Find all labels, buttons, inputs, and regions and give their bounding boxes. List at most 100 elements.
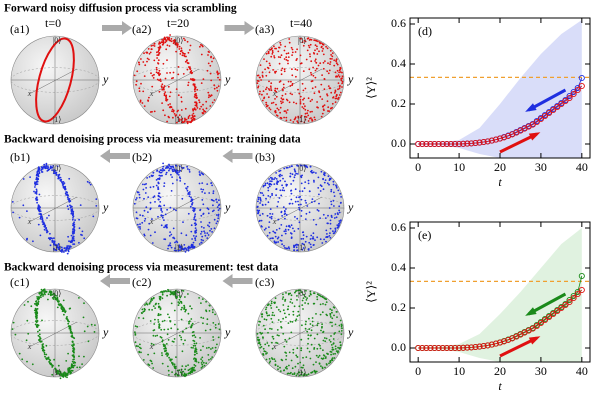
state-dot <box>330 54 332 56</box>
state-dot <box>335 62 338 65</box>
state-dot <box>285 214 288 216</box>
state-dot <box>305 289 307 292</box>
state-dot <box>263 58 265 60</box>
state-dot <box>200 316 203 319</box>
state-dot <box>42 343 44 345</box>
state-dot <box>53 247 55 250</box>
label-top: |0⟩ <box>298 289 307 298</box>
state-dot <box>190 307 193 310</box>
state-dot <box>300 215 303 217</box>
state-dot <box>279 56 282 59</box>
state-dot <box>46 231 48 234</box>
state-dot <box>281 298 284 300</box>
state-dot <box>309 111 312 113</box>
state-dot <box>163 328 166 331</box>
state-dot <box>159 307 162 309</box>
state-dot <box>321 366 324 369</box>
state-dot <box>187 117 190 120</box>
state-dot <box>154 307 157 309</box>
state-dot <box>184 39 186 42</box>
state-dot <box>37 330 39 333</box>
state-dot <box>335 216 338 219</box>
state-dot <box>329 57 332 60</box>
state-dot <box>330 188 333 191</box>
state-dot <box>190 224 193 227</box>
state-dot <box>270 300 273 303</box>
data-point <box>533 118 540 126</box>
state-dot <box>144 217 147 220</box>
state-dot <box>290 232 293 235</box>
state-dot <box>333 217 336 219</box>
state-dot <box>269 208 272 211</box>
state-dot <box>176 291 179 293</box>
state-dot <box>193 222 196 225</box>
state-dot <box>258 93 261 95</box>
state-dot <box>316 53 319 55</box>
state-dot <box>169 91 172 94</box>
state-dot <box>173 113 176 115</box>
state-dot <box>133 74 136 77</box>
state-dot <box>286 166 289 169</box>
state-dot <box>327 72 330 75</box>
state-dot <box>329 49 332 52</box>
state-dot <box>54 367 57 370</box>
state-dot <box>141 214 144 217</box>
state-dot <box>260 219 263 222</box>
uncertainty-band <box>418 20 582 158</box>
state-dot <box>51 241 54 243</box>
state-dot <box>319 95 322 98</box>
state-dot <box>154 231 156 234</box>
state-dot <box>73 348 76 350</box>
state-dot <box>271 177 273 180</box>
state-dot <box>183 304 186 307</box>
state-dot <box>284 338 287 341</box>
state-dot <box>139 343 141 346</box>
state-dot <box>269 64 271 67</box>
state-dot <box>306 297 308 299</box>
state-dot <box>327 214 329 217</box>
state-dot <box>330 335 332 337</box>
state-dot <box>213 84 216 87</box>
state-dot <box>167 365 169 368</box>
state-dot <box>188 320 191 323</box>
state-dot <box>182 290 185 292</box>
state-dot <box>187 193 190 196</box>
state-dot <box>268 80 270 83</box>
state-dot <box>300 176 303 179</box>
state-dot <box>202 203 205 206</box>
state-dot <box>323 355 326 357</box>
state-dot <box>31 363 34 366</box>
state-dot <box>162 41 165 44</box>
state-dot <box>65 360 68 362</box>
state-dot <box>279 106 282 109</box>
state-dot <box>311 237 314 240</box>
state-dot <box>67 245 70 247</box>
state-dot <box>300 198 303 201</box>
state-dot <box>182 52 185 55</box>
state-dot <box>152 196 155 199</box>
state-dot <box>333 64 336 67</box>
state-dot <box>169 242 172 245</box>
state-dot <box>208 94 211 97</box>
state-dot <box>273 302 276 305</box>
state-dot <box>313 244 315 246</box>
state-dot <box>196 88 199 91</box>
state-dot <box>338 94 341 96</box>
state-dot <box>301 242 304 245</box>
state-dot <box>265 74 268 77</box>
state-dot <box>184 60 187 63</box>
state-dot <box>341 80 344 83</box>
state-dot <box>189 44 192 47</box>
state-dot <box>78 241 80 244</box>
state-dot <box>201 182 204 185</box>
state-dot <box>151 218 153 221</box>
state-dot <box>270 183 273 186</box>
state-dot <box>291 51 294 54</box>
state-dot <box>285 247 288 250</box>
state-dot <box>51 366 54 368</box>
state-dot <box>303 97 305 100</box>
data-point <box>443 140 450 148</box>
state-dot <box>38 333 41 336</box>
panel-label: (a2) <box>132 22 151 36</box>
state-dot <box>301 174 303 177</box>
